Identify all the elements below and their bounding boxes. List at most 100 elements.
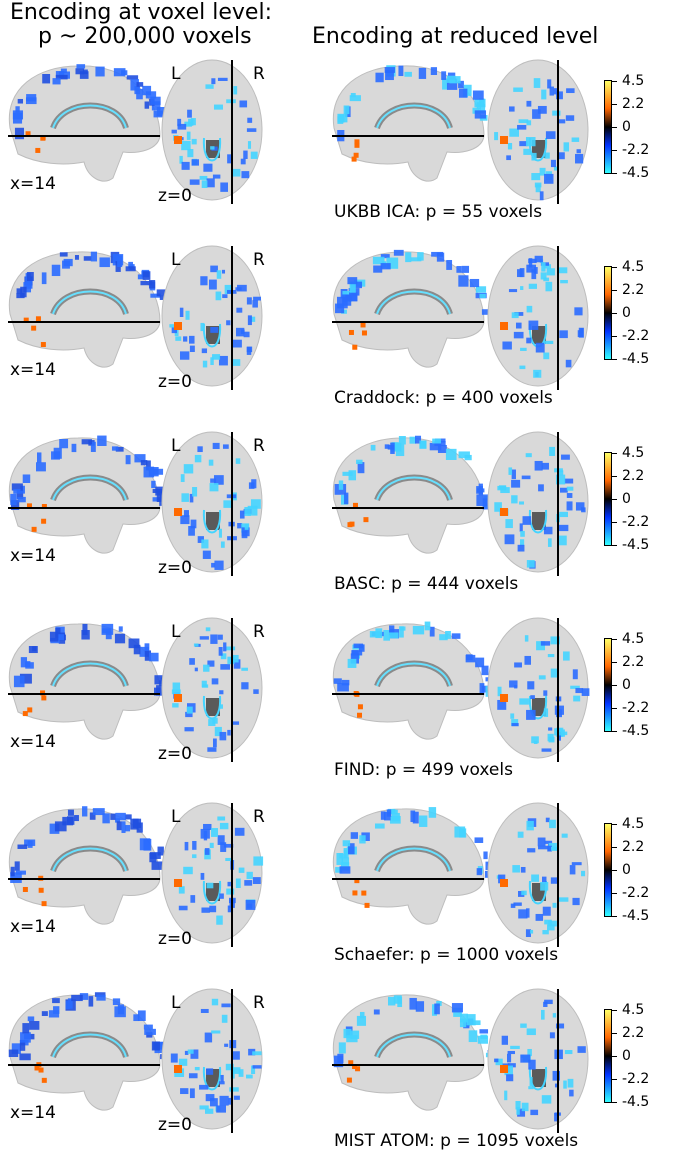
colorbar-tick-label: 4.5 [622,631,645,647]
colorbar [604,452,612,546]
right-hemisphere-marker: R [253,993,265,1013]
left-hemisphere-marker: L [171,993,181,1013]
colorbar-tick-mark [612,639,617,640]
parcellation-caption: UKBB ICA: p = 55 voxels [334,202,543,222]
parcellation-caption: MIST ATOM: p = 1095 voxels [334,1131,579,1151]
colorbar-tick-mark [612,104,617,105]
colorbar [604,823,612,917]
panel-row: x=14 z=0 L R MIST ATOM: p = 1095 voxels 4.5 2.… [0,987,698,1173]
colorbar-tick-mark [612,1079,617,1080]
voxel-sagittal-slice [8,806,169,925]
colorbar-tick-label: 4.5 [622,1002,645,1018]
voxel-axial-slice [161,59,263,204]
colorbar-tick-mark [612,173,617,174]
parcellation-caption: Schaefer: p = 1000 voxels [334,945,559,965]
brain-slices [8,431,589,576]
reduced-sagittal-slice [332,249,491,368]
colorbar-tick-mark [612,313,617,314]
axial-coord-label: z=0 [158,1115,192,1135]
sagittal-coord-label: x=14 [10,360,56,380]
reduced-sagittal-slice [332,621,495,740]
colorbar-tick-label: 4.5 [622,445,645,461]
brain-slices [8,988,589,1133]
colorbar-tick-label: -2.2 [622,700,650,716]
colorbar-tick-mark [612,708,617,709]
colorbar-tick-label: 2.2 [622,96,645,112]
colorbar-tick-mark [612,824,617,825]
colorbar-tick-label: 4.5 [622,816,645,832]
colorbar [604,80,612,174]
colorbar-tick-mark [612,81,617,82]
left-column-title-line1: Encoding at voxel level: [10,0,272,25]
voxel-axial-slice [161,617,263,762]
colorbar-tick-label: -4.5 [622,1094,650,1110]
colorbar-tick-label: 0 [622,677,631,693]
voxel-sagittal-slice [8,623,173,740]
colorbar-tick-mark [612,870,617,871]
colorbar-tick-label: 2.2 [622,468,645,484]
left-hemisphere-marker: L [171,250,181,270]
axial-coord-label: z=0 [158,186,192,206]
colorbar-tick-mark [612,731,617,732]
colorbar [604,266,612,360]
sagittal-coord-label: x=14 [10,917,56,937]
reduced-axial-slice [487,59,589,204]
colorbar-tick-label: -2.2 [622,328,650,344]
colorbar-tick-label: -4.5 [622,723,650,739]
colorbar-tick-mark [612,336,617,337]
colorbar-tick-label: -2.2 [622,514,650,530]
colorbar-tick-mark [612,1010,617,1011]
colorbar-tick-label: 2.2 [622,282,645,298]
colorbar-tick-mark [612,290,617,291]
right-hemisphere-marker: R [253,807,265,827]
reduced-sagittal-slice [332,807,497,925]
colorbar-tick-label: -2.2 [622,142,650,158]
sagittal-coord-label: x=14 [10,1103,56,1123]
parcellation-caption: Craddock: p = 400 voxels [334,388,553,408]
panel-row: x=14 z=0 L R UKBB ICA: p = 55 voxels 4.5 2.2 0 -… [0,58,698,244]
colorbar-tick-mark [612,127,617,128]
voxel-sagittal-slice [8,435,169,554]
colorbar-tick-label: -4.5 [622,908,650,924]
brain-slices [8,802,589,947]
colorbar-tick-mark [612,476,617,477]
axial-coord-label: z=0 [158,929,192,949]
voxel-axial-slice [161,802,264,947]
colorbar-tick-label: -2.2 [622,885,650,901]
reduced-axial-slice [487,802,589,947]
colorbar-tick-mark [612,499,617,500]
left-column-title-line2: p ~ 200,000 voxels [38,24,252,49]
colorbar-tick-label: -2.2 [622,1071,650,1087]
sagittal-coord-label: x=14 [10,732,56,752]
right-column-title: Encoding at reduced level [312,24,599,49]
colorbar-tick-label: 4.5 [622,73,645,89]
brain-slices [8,245,589,390]
panel-row: x=14 z=0 L R Craddock: p = 400 voxels 4.5 2.2 0… [0,244,698,430]
right-hemisphere-marker: R [253,64,265,84]
colorbar-tick-label: 0 [622,862,631,878]
colorbar-tick-mark [612,522,617,523]
colorbar-tick-mark [612,267,617,268]
reduced-sagittal-slice [332,994,497,1111]
colorbar-tick-label: 2.2 [622,654,645,670]
left-hemisphere-marker: L [171,64,181,84]
colorbar-tick-label: 2.2 [622,839,645,855]
colorbar-tick-mark [612,545,617,546]
reduced-axial-slice [487,617,590,762]
colorbar-tick-mark [612,150,617,151]
voxel-axial-slice [161,431,263,576]
sagittal-coord-label: x=14 [10,174,56,194]
colorbar-tick-mark [612,359,617,360]
axial-coord-label: z=0 [158,372,192,392]
colorbar-tick-label: 0 [622,119,631,135]
colorbar-tick-mark [612,1102,617,1103]
colorbar-tick-label: 4.5 [622,259,645,275]
voxel-sagittal-slice [8,64,174,182]
colorbar-tick-mark [612,453,617,454]
panel-row: x=14 z=0 L R Schaefer: p = 1000 voxels 4.5 2.2… [0,801,698,987]
colorbar-tick-label: 0 [622,1048,631,1064]
voxel-axial-slice [161,988,263,1133]
panel-row: x=14 z=0 L R BASC: p = 444 voxels 4.5 2.2 0 -2.2… [0,430,698,616]
colorbar-tick-mark [612,685,617,686]
brain-slices [8,617,590,762]
